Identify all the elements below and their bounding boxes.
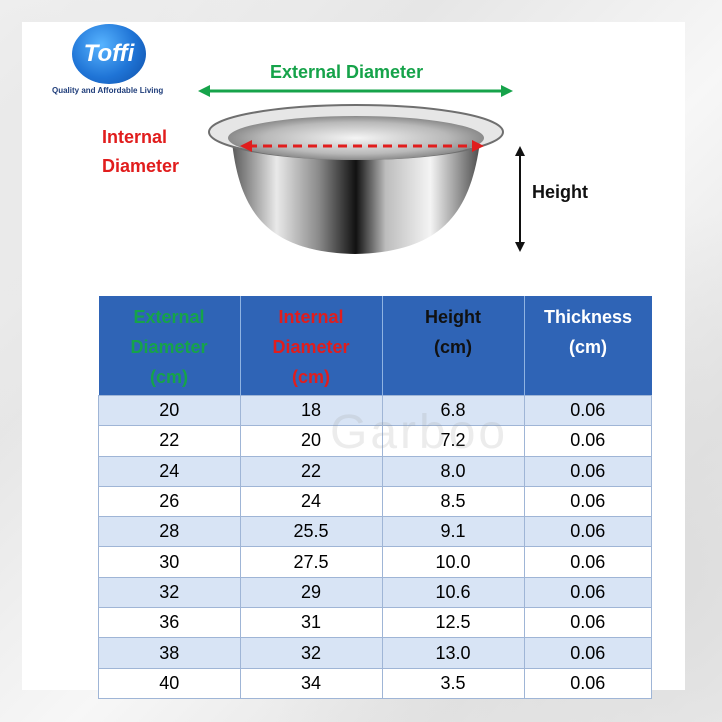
cell-height: 13.0 xyxy=(381,637,525,669)
header-thickness-text: Thickness (cm) xyxy=(543,307,633,357)
cell-external: 24 xyxy=(98,455,241,487)
brand-logo: Toffi xyxy=(72,24,146,84)
cell-external: 30 xyxy=(98,546,241,578)
cell-internal: 32 xyxy=(239,637,383,669)
external-diameter-label: External Diameter xyxy=(270,62,424,82)
cell-thickness: 0.06 xyxy=(523,394,652,427)
cell-height: 8.5 xyxy=(381,485,525,518)
cell-thickness: 0.06 xyxy=(523,667,652,699)
table-row: 20 18 6.8 0.06 xyxy=(98,394,652,427)
height-arrow-top-head xyxy=(515,146,525,156)
table-row: 40 34 3.5 0.06 xyxy=(98,667,652,699)
cell-thickness: 0.06 xyxy=(523,546,652,578)
table-row: 24 22 8.0 0.06 xyxy=(98,455,652,487)
cell-internal: 27.5 xyxy=(239,546,383,578)
cell-height: 6.8 xyxy=(381,394,525,427)
external-arrow-left-head xyxy=(198,85,210,97)
header-thickness: Thickness (cm) xyxy=(523,296,652,396)
table-row: 26 24 8.5 0.06 xyxy=(98,485,652,518)
internal-diameter-label-text: Internal Diameter xyxy=(102,127,180,176)
cell-height: 10.6 xyxy=(381,576,525,609)
internal-arrow-left-head xyxy=(240,140,252,152)
cell-external: 38 xyxy=(98,637,241,669)
table-row: 36 31 12.5 0.06 xyxy=(98,607,652,639)
header-external-diameter: External Diameter (cm) xyxy=(98,296,240,396)
cell-external: 28 xyxy=(98,516,241,548)
size-table: External Diameter (cm) Internal Diameter… xyxy=(98,296,652,699)
cell-thickness: 0.06 xyxy=(523,516,652,548)
table-row: 30 27.5 10.0 0.06 xyxy=(98,546,652,578)
cell-internal: 31 xyxy=(239,607,383,639)
cell-height: 8.0 xyxy=(381,455,525,487)
cell-internal: 29 xyxy=(239,576,383,609)
cell-height: 3.5 xyxy=(381,667,525,699)
bowl-inner xyxy=(228,116,484,160)
cell-internal: 20 xyxy=(239,425,383,457)
cell-external: 36 xyxy=(98,607,241,639)
cell-height: 7.2 xyxy=(381,425,525,457)
header-height-text: Height (cm) xyxy=(425,307,481,357)
cell-thickness: 0.06 xyxy=(523,455,652,487)
table-row: 28 25.5 9.1 0.06 xyxy=(98,516,652,548)
logo-text: Toffi xyxy=(83,40,135,67)
table-row: 32 29 10.6 0.06 xyxy=(98,576,652,609)
cell-internal: 34 xyxy=(239,667,383,699)
internal-diameter-label: Internal Diameter xyxy=(102,123,197,181)
internal-arrow-right-head xyxy=(472,140,484,152)
table-header-row: External Diameter (cm) Internal Diameter… xyxy=(98,296,652,396)
cell-thickness: 0.06 xyxy=(523,637,652,669)
cell-external: 20 xyxy=(98,394,241,427)
header-internal-diameter-text: Internal Diameter (cm) xyxy=(272,307,350,387)
table-row: 22 20 7.2 0.06 xyxy=(98,425,652,457)
cell-external: 26 xyxy=(98,485,241,518)
cell-height: 10.0 xyxy=(381,546,525,578)
cell-external: 22 xyxy=(98,425,241,457)
cell-thickness: 0.06 xyxy=(523,607,652,639)
cell-external: 40 xyxy=(98,667,241,699)
header-external-diameter-text: External Diameter (cm) xyxy=(130,307,208,387)
watermark: Garboo xyxy=(330,406,509,459)
header-internal-diameter: Internal Diameter (cm) xyxy=(239,296,382,396)
brand-tagline: Quality and Affordable Living xyxy=(52,86,164,95)
cell-internal: 22 xyxy=(239,455,383,487)
bowl-body xyxy=(232,142,480,254)
cell-external: 32 xyxy=(98,576,241,609)
table-row: 38 32 13.0 0.06 xyxy=(98,637,652,669)
cell-internal: 18 xyxy=(239,394,383,427)
external-arrow-right-head xyxy=(501,85,513,97)
cell-height: 9.1 xyxy=(381,516,525,548)
cell-internal: 25.5 xyxy=(239,516,383,548)
cell-height: 12.5 xyxy=(381,607,525,639)
cell-thickness: 0.06 xyxy=(523,425,652,457)
header-height: Height (cm) xyxy=(381,296,524,396)
height-arrow-bottom-head xyxy=(515,242,525,252)
cell-thickness: 0.06 xyxy=(523,485,652,518)
height-label: Height xyxy=(532,182,588,202)
cell-internal: 24 xyxy=(239,485,383,518)
cell-thickness: 0.06 xyxy=(523,576,652,609)
